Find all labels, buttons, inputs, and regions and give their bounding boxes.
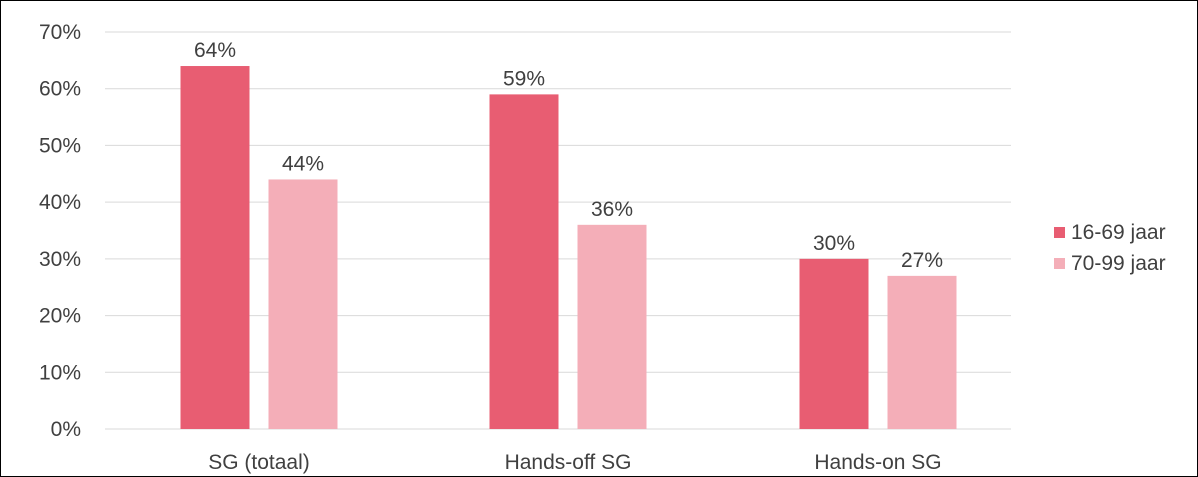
- y-tick-label: 70%: [39, 21, 81, 44]
- category-label: SG (totaal): [208, 451, 310, 474]
- y-tick-label: 0%: [51, 418, 81, 441]
- bar-series-2-2: [887, 275, 957, 429]
- y-tick-label: 20%: [39, 305, 81, 328]
- y-axis-tick-labels: 0% 10% 20% 30% 40% 50% 60% 70%: [39, 21, 81, 441]
- legend: 16-69 jaar 70-99 jaar: [1054, 221, 1166, 275]
- legend-swatch: [1054, 227, 1065, 238]
- data-label: 59%: [503, 67, 545, 90]
- y-tick-label: 10%: [39, 361, 81, 384]
- data-label: 30%: [813, 232, 855, 255]
- category-label: Hands-on SG: [814, 451, 941, 474]
- bars: [180, 66, 957, 430]
- data-label: 64%: [194, 39, 236, 62]
- data-label: 27%: [901, 249, 943, 272]
- bar-series-1-0: [180, 66, 250, 430]
- y-tick-label: 50%: [39, 134, 81, 157]
- bar-series-2-1: [577, 224, 647, 429]
- legend-label: 70-99 jaar: [1071, 252, 1166, 275]
- data-labels: 64% 44% 59% 36% 30% 27%: [194, 39, 943, 272]
- legend-label: 16-69 jaar: [1071, 221, 1166, 244]
- y-tick-label: 60%: [39, 78, 81, 101]
- data-label: 44%: [282, 152, 324, 175]
- bar-series-2-0: [268, 179, 338, 429]
- data-label: 36%: [591, 198, 633, 221]
- y-tick-label: 40%: [39, 191, 81, 214]
- x-axis-category-labels: SG (totaal) Hands-off SG Hands-on SG: [208, 451, 941, 474]
- category-label: Hands-off SG: [505, 451, 632, 474]
- y-tick-label: 30%: [39, 248, 81, 271]
- bar-series-1-1: [489, 94, 559, 429]
- legend-swatch: [1054, 258, 1065, 269]
- bar-series-1-2: [799, 258, 869, 429]
